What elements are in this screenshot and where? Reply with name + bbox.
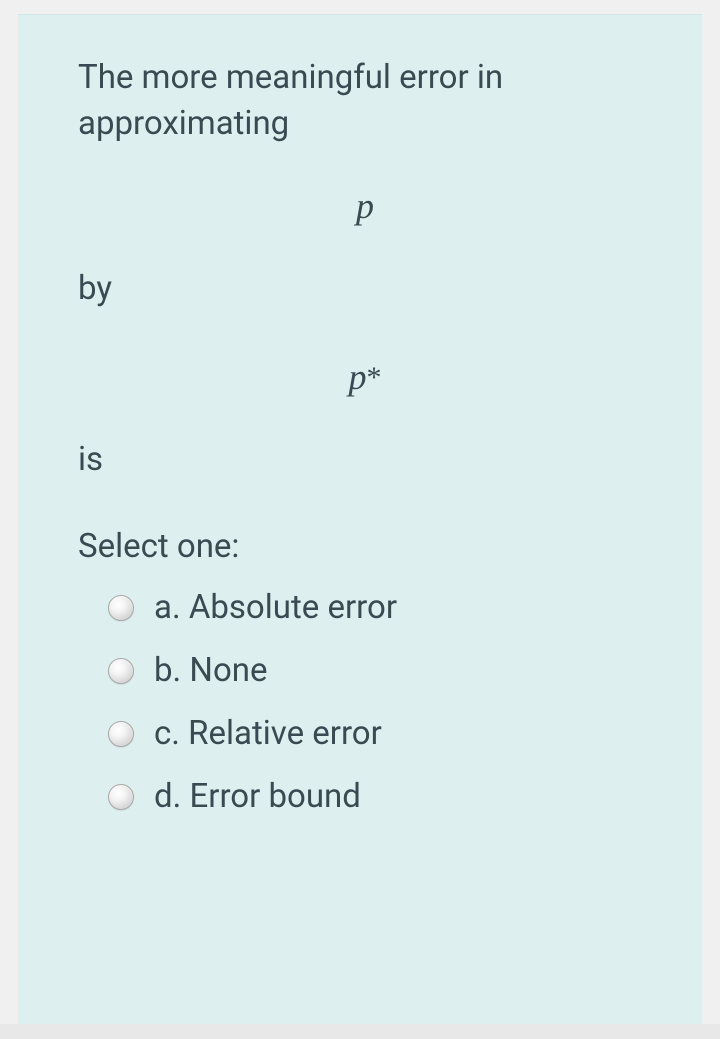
page-container: The more meaningful error in approximati…: [0, 0, 720, 1024]
radio-icon: [108, 721, 134, 747]
option-letter: a.: [154, 588, 181, 627]
option-c[interactable]: c. Relative error: [108, 714, 652, 753]
option-b[interactable]: b. None: [108, 651, 652, 690]
option-label: c. Relative error: [154, 714, 382, 753]
option-label: b. None: [154, 651, 268, 690]
radio-icon: [108, 595, 134, 621]
option-d[interactable]: d. Error bound: [108, 777, 652, 816]
question-prompt-line1: The more meaningful error in approximati…: [78, 55, 652, 147]
option-letter: c.: [154, 714, 180, 753]
option-letter: d.: [154, 777, 181, 816]
option-label: d. Error bound: [154, 777, 361, 816]
math-expression-p: p: [78, 185, 652, 227]
math-p-base: p: [349, 357, 367, 397]
option-text: Absolute error: [189, 588, 397, 627]
option-text: None: [189, 651, 267, 690]
radio-icon: [108, 784, 134, 810]
math-expression-p-star: p*: [78, 356, 652, 398]
option-a[interactable]: a. Absolute error: [108, 588, 652, 627]
radio-icon: [108, 658, 134, 684]
math-p-star-symbol: *: [367, 361, 382, 394]
option-text: Relative error: [188, 714, 382, 753]
option-text: Error bound: [190, 777, 361, 816]
select-one-heading: Select one:: [78, 527, 652, 566]
question-prompt-line2: by: [78, 269, 652, 308]
question-prompt-line3: is: [78, 440, 652, 479]
options-list: a. Absolute error b. None c. Relative er…: [78, 588, 652, 816]
question-card: The more meaningful error in approximati…: [18, 14, 702, 1024]
option-letter: b.: [154, 651, 181, 690]
option-label: a. Absolute error: [154, 588, 397, 627]
